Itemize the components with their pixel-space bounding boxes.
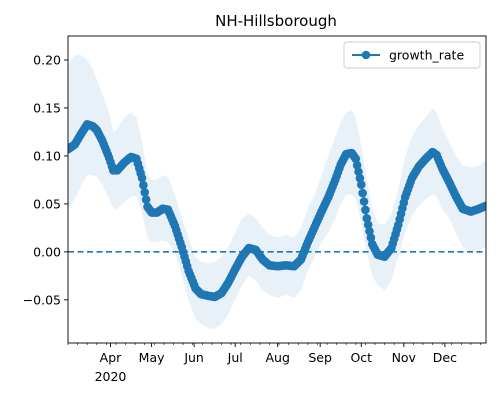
growth-rate-markers bbox=[68, 119, 486, 302]
data-marker bbox=[355, 173, 365, 183]
x-tick-label: Nov bbox=[392, 350, 417, 365]
data-point bbox=[362, 213, 372, 223]
legend: growth_rate bbox=[343, 41, 481, 69]
data-point bbox=[356, 180, 366, 189]
axes-frame bbox=[67, 35, 487, 344]
x-tick-label: Oct bbox=[350, 350, 372, 365]
data-marker bbox=[139, 180, 148, 190]
data-marker bbox=[363, 220, 373, 230]
x-tick-year-label: 2020 bbox=[95, 369, 127, 384]
plot-content bbox=[68, 55, 486, 329]
x-tick-label: Jun bbox=[183, 350, 204, 365]
confidence-band bbox=[68, 55, 486, 329]
legend-label: growth_rate bbox=[389, 48, 464, 63]
chart-title: NH-Hillsborough bbox=[215, 12, 337, 30]
x-tick-label: May bbox=[139, 350, 165, 365]
y-tick-label: 0.15 bbox=[33, 100, 61, 115]
data-marker bbox=[141, 195, 151, 204]
y-tick-label: 0.10 bbox=[33, 148, 61, 163]
data-point bbox=[137, 173, 147, 183]
data-point bbox=[351, 154, 361, 164]
x-tick-label: Jul bbox=[227, 350, 243, 365]
axes: 0.20 0.15 0.10 0.05 0.00 −0.05 Apr 2020 May Jun Ju… bbox=[23, 35, 487, 384]
y-tick-label: 0.05 bbox=[33, 196, 61, 211]
legend-marker bbox=[361, 50, 371, 60]
data-marker bbox=[358, 188, 367, 198]
x-tick-label: Dec bbox=[433, 350, 457, 365]
y-tick-label: −0.05 bbox=[23, 292, 61, 307]
data-marker bbox=[366, 233, 376, 243]
data-marker bbox=[354, 167, 363, 177]
data-marker bbox=[365, 226, 374, 236]
data-marker bbox=[359, 197, 369, 206]
x-tick-label: Apr bbox=[100, 350, 122, 365]
legend-box bbox=[343, 41, 481, 69]
y-tick-label: 0.20 bbox=[33, 52, 61, 67]
x-tick-label: Sep bbox=[308, 350, 332, 365]
data-point bbox=[481, 201, 486, 211]
data-marker bbox=[352, 160, 362, 170]
y-tick-label: 0.00 bbox=[33, 244, 61, 259]
plot-area bbox=[68, 55, 486, 329]
data-marker bbox=[361, 205, 370, 215]
x-tick-label: Aug bbox=[265, 350, 289, 365]
data-marker bbox=[140, 188, 150, 197]
